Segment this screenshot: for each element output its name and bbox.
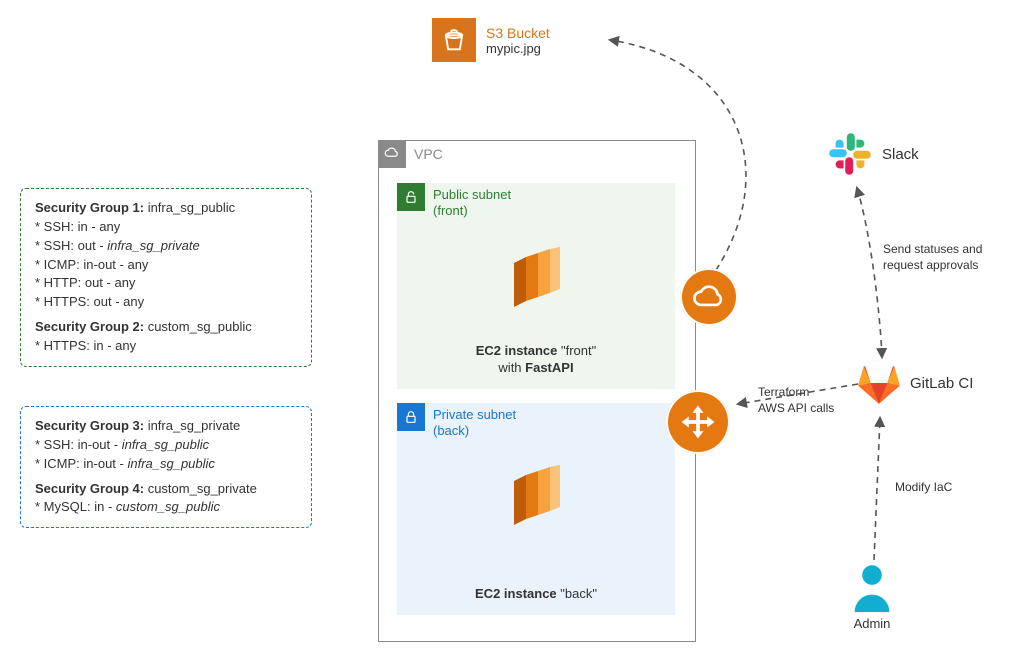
- security-groups-private: Security Group 3: infra_sg_private * SSH…: [20, 406, 312, 528]
- edge-label-gitlab-vpc-l1: Terraform: [758, 385, 809, 399]
- sg1-name: infra_sg_public: [144, 200, 235, 215]
- gitlab-icon: [854, 358, 904, 408]
- ec2-back-strong1: EC2 instance: [475, 586, 557, 601]
- sg4-heading: Security Group 4:: [35, 481, 144, 496]
- ec2-back-icon: [500, 459, 572, 531]
- sg1-rule5: * HTTPS: out - any: [35, 293, 297, 312]
- sg1-rule3: * ICMP: in-out - any: [35, 256, 297, 275]
- vpc-icon: [378, 140, 406, 168]
- sg4-block: Security Group 4: custom_sg_private * My…: [35, 480, 297, 518]
- sg1-block: Security Group 1: infra_sg_public * SSH:…: [35, 199, 297, 312]
- edge-label-admin: Modify IaC: [895, 480, 952, 494]
- edge-label-gitlab-vpc: Terraform AWS API calls: [758, 385, 834, 416]
- load-balancer-icon: [666, 390, 730, 454]
- s3-file: mypic.jpg: [486, 41, 550, 56]
- sg3-rule1a: * SSH: in-out -: [35, 437, 122, 452]
- ec2-front-label: EC2 instance "front" with FastAPI: [397, 343, 675, 377]
- sg4-rule1a: * MySQL: in -: [35, 499, 116, 514]
- sg2-name: custom_sg_public: [144, 319, 252, 334]
- edge-label-slack-l1: Send statuses and: [883, 242, 982, 256]
- edge-admin-to-gitlab: [874, 418, 880, 560]
- admin: Admin: [850, 562, 894, 631]
- sg2-rule1: * HTTPS: in - any: [35, 337, 297, 356]
- public-subnet-title: Public subnet (front): [433, 187, 511, 220]
- sg3-rule1: * SSH: in-out - infra_sg_public: [35, 436, 297, 455]
- ec2-front-with: with: [498, 360, 525, 375]
- s3-icon: [432, 18, 476, 62]
- sg4-rule1b: custom_sg_public: [116, 499, 220, 514]
- sg1-rule2a: * SSH: out -: [35, 238, 107, 253]
- sg1-rule4: * HTTP: out - any: [35, 274, 297, 293]
- gitlab-label: GitLab CI: [910, 375, 973, 392]
- slack-label: Slack: [882, 146, 919, 163]
- private-subnet-title-l1: Private subnet: [433, 407, 516, 422]
- security-groups-public: Security Group 1: infra_sg_public * SSH:…: [20, 188, 312, 367]
- edge-label-admin-text: Modify IaC: [895, 480, 952, 494]
- public-subnet-title-l1: Public subnet: [433, 187, 511, 202]
- sg3-name: infra_sg_private: [144, 418, 240, 433]
- gitlab: GitLab CI: [854, 358, 973, 408]
- internet-gateway-icon: [680, 268, 738, 326]
- sg1-rule2b: infra_sg_private: [107, 238, 200, 253]
- sg3-heading: Security Group 3:: [35, 418, 144, 433]
- sg1-rule2: * SSH: out - infra_sg_private: [35, 237, 297, 256]
- sg3-rule2: * ICMP: in-out - infra_sg_public: [35, 455, 297, 474]
- s3-title: S3 Bucket: [486, 25, 550, 41]
- sg3-rule1b: infra_sg_public: [122, 437, 209, 452]
- vpc-title: VPC: [414, 146, 443, 162]
- user-icon: [850, 562, 894, 612]
- edge-label-gitlab-vpc-l2: AWS API calls: [758, 401, 834, 415]
- public-subnet: Public subnet (front) EC2 instance "fron…: [397, 183, 675, 389]
- sg3-rule2a: * ICMP: in-out -: [35, 456, 127, 471]
- sg4-rule1: * MySQL: in - custom_sg_public: [35, 498, 297, 517]
- vpc-box: VPC Public subnet (front) EC2: [378, 140, 696, 642]
- sg2-block: Security Group 2: custom_sg_public * HTT…: [35, 318, 297, 356]
- ec2-front-mid: "front": [557, 343, 596, 358]
- sg3-block: Security Group 3: infra_sg_private * SSH…: [35, 417, 297, 474]
- ec2-front-strong2: FastAPI: [525, 360, 573, 375]
- ec2-back-label: EC2 instance "back": [397, 586, 675, 603]
- sg1-heading: Security Group 1:: [35, 200, 144, 215]
- edge-label-slack-l2: request approvals: [883, 258, 978, 272]
- sg3-rule2b: infra_sg_public: [127, 456, 214, 471]
- private-subnet-icon: [397, 403, 425, 431]
- private-subnet-title: Private subnet (back): [433, 407, 516, 440]
- public-subnet-title-l2: (front): [433, 203, 468, 218]
- edge-gitlab-slack: [857, 188, 882, 357]
- slack: Slack: [826, 130, 919, 178]
- sg2-heading: Security Group 2:: [35, 319, 144, 334]
- edge-label-slack: Send statuses and request approvals: [883, 242, 982, 273]
- public-subnet-icon: [397, 183, 425, 211]
- ec2-front-icon: [500, 241, 572, 313]
- admin-label: Admin: [854, 616, 891, 631]
- ec2-front-strong1: EC2 instance: [476, 343, 558, 358]
- sg1-rule1: * SSH: in - any: [35, 218, 297, 237]
- ec2-back-mid: "back": [557, 586, 597, 601]
- s3-bucket: S3 Bucket mypic.jpg: [432, 18, 550, 62]
- private-subnet: Private subnet (back) EC2 instance "back…: [397, 403, 675, 615]
- slack-icon: [826, 130, 874, 178]
- private-subnet-title-l2: (back): [433, 423, 469, 438]
- sg4-name: custom_sg_private: [144, 481, 257, 496]
